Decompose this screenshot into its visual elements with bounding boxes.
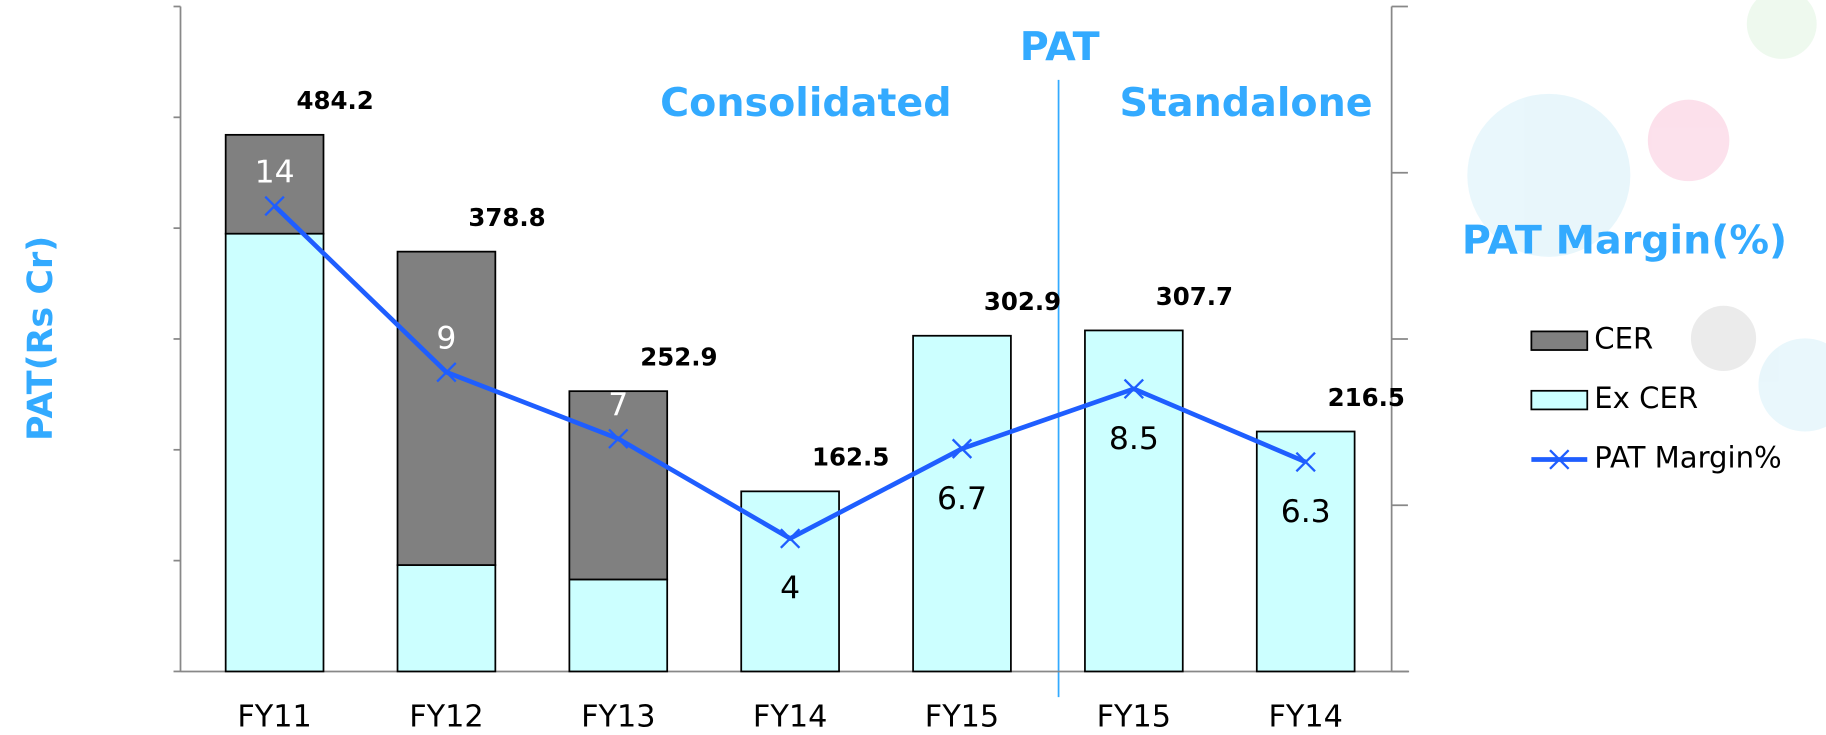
x-tick-label: FY15 bbox=[1097, 700, 1171, 735]
legend-swatch bbox=[1531, 331, 1587, 350]
line-value-label: 8.5 bbox=[1109, 421, 1159, 457]
legend-label: PAT Margin% bbox=[1594, 440, 1781, 474]
legend-swatch bbox=[1531, 391, 1587, 410]
total-label: 252.9 bbox=[640, 343, 717, 372]
chart: PAT(Rs Cr) PAT Margin(%) PAT Consolidate… bbox=[0, 0, 1826, 735]
line-value-label: 7 bbox=[608, 387, 628, 423]
total-label: 162.5 bbox=[812, 443, 889, 472]
total-label: 302.9 bbox=[984, 287, 1061, 316]
y-axis-label: PAT(Rs Cr) bbox=[21, 236, 61, 441]
y2-axis-label: PAT Margin(%) bbox=[1462, 217, 1787, 263]
background-decoration bbox=[1467, 0, 1826, 432]
x-tick-label: FY14 bbox=[753, 700, 827, 735]
line-value-label: 4 bbox=[780, 571, 800, 607]
total-label: 216.5 bbox=[1328, 383, 1405, 412]
total-label: 484.2 bbox=[296, 86, 373, 115]
annotation: Standalone bbox=[1119, 80, 1372, 126]
legend-label: CER bbox=[1594, 322, 1653, 356]
x-tick-label: FY13 bbox=[581, 700, 655, 735]
bar-segment bbox=[569, 579, 667, 671]
line-value-label: 9 bbox=[436, 321, 456, 357]
total-label: 307.7 bbox=[1156, 282, 1233, 311]
page: {"chart_data": {"type": "bar", "y_label"… bbox=[0, 0, 1826, 735]
x-tick-label: FY15 bbox=[925, 700, 999, 735]
line-value-label: 14 bbox=[255, 154, 295, 190]
line-value-label: 6.7 bbox=[937, 481, 987, 517]
bar-segment bbox=[398, 565, 496, 671]
bar-segment bbox=[1257, 432, 1355, 672]
x-tick-label: FY14 bbox=[1268, 700, 1342, 735]
annotation: Consolidated bbox=[660, 80, 951, 126]
line-value-label: 6.3 bbox=[1281, 494, 1331, 530]
total-label: 378.8 bbox=[468, 203, 545, 232]
annotation: PAT bbox=[1020, 24, 1100, 70]
x-tick-label: FY11 bbox=[237, 700, 311, 735]
bar-segment bbox=[226, 234, 324, 672]
bar-segment bbox=[1085, 330, 1183, 671]
x-tick-label: FY12 bbox=[409, 700, 483, 735]
bar-segment bbox=[398, 252, 496, 565]
legend-label: Ex CER bbox=[1594, 381, 1698, 415]
